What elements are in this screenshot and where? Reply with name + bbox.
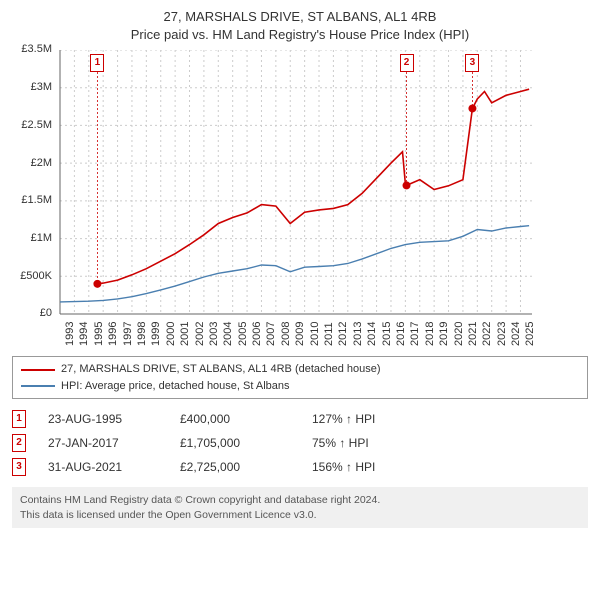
x-tick-label: 1994 [78,322,90,346]
x-tick-label: 2016 [395,322,407,346]
x-tick-label: 2017 [409,322,421,346]
x-tick-label: 2007 [265,322,277,346]
x-tick-label: 1993 [64,322,76,346]
legend-row: 27, MARSHALS DRIVE, ST ALBANS, AL1 4RB (… [21,361,579,378]
y-tick-label: £1.5M [12,194,52,206]
x-tick-label: 1996 [107,322,119,346]
footer-line-1: Contains HM Land Registry data © Crown c… [20,493,580,507]
transaction-price: £1,705,000 [180,436,290,450]
x-tick-label: 2011 [323,323,335,347]
transaction-hpi-delta: 75% ↑ HPI [312,436,369,450]
y-tick-label: £2.5M [12,119,52,131]
x-tick-label: 2018 [424,322,436,346]
legend-row: HPI: Average price, detached house, St A… [21,378,579,395]
transaction-hpi-delta: 156% ↑ HPI [312,460,375,474]
y-tick-label: £1M [12,232,52,244]
x-tick-label: 2015 [381,322,393,346]
x-tick-label: 2020 [453,322,465,346]
x-tick-label: 2012 [337,322,349,346]
y-tick-label: £2M [12,157,52,169]
x-tick-label: 2019 [438,322,450,346]
x-tick-label: 2006 [251,322,263,346]
x-tick-label: 2008 [280,322,292,346]
y-tick-label: £3M [12,81,52,93]
x-tick-label: 1995 [93,322,105,346]
x-tick-label: 2025 [524,322,536,346]
transaction-row-marker: 3 [12,458,26,476]
x-tick-label: 2013 [352,322,364,346]
transaction-date: 31-AUG-2021 [48,460,158,474]
footer-attribution: Contains HM Land Registry data © Crown c… [12,487,588,527]
transaction-date: 23-AUG-1995 [48,412,158,426]
y-tick-label: £3.5M [12,43,52,55]
chart-area: £0£500K£1M£1.5M£2M£2.5M£3M£3.5M 19931994… [12,50,588,350]
transaction-marker: 3 [465,54,479,72]
transaction-price: £400,000 [180,412,290,426]
x-tick-label: 2005 [237,322,249,346]
x-tick-label: 2002 [194,322,206,346]
y-tick-label: £500K [12,270,52,282]
transaction-row: 3 31-AUG-2021 £2,725,000 156% ↑ HPI [12,455,588,479]
title-line-1: 27, MARSHALS DRIVE, ST ALBANS, AL1 4RB [12,8,588,26]
x-tick-label: 1999 [150,322,162,346]
transaction-date: 27-JAN-2017 [48,436,158,450]
line-chart-svg [12,50,572,350]
legend: 27, MARSHALS DRIVE, ST ALBANS, AL1 4RB (… [12,356,588,399]
title-line-2: Price paid vs. HM Land Registry's House … [12,26,588,44]
x-tick-label: 2009 [294,322,306,346]
x-tick-label: 2000 [165,322,177,346]
x-tick-label: 2004 [222,322,234,346]
transaction-marker: 2 [400,54,414,72]
transaction-rows: 1 23-AUG-1995 £400,000 127% ↑ HPI 2 27-JAN-20… [12,407,588,479]
x-tick-label: 2021 [467,322,479,346]
transaction-marker: 1 [90,54,104,72]
x-tick-label: 2003 [208,322,220,346]
y-tick-label: £0 [12,307,52,319]
footer-line-2: This data is licensed under the Open Gov… [20,508,580,522]
legend-label: HPI: Average price, detached house, St A… [61,378,290,395]
transaction-hpi-delta: 127% ↑ HPI [312,412,375,426]
legend-swatch [21,369,55,371]
x-tick-label: 2022 [481,322,493,346]
transaction-price: £2,725,000 [180,460,290,474]
transaction-row-marker: 1 [12,410,26,428]
legend-swatch [21,385,55,387]
x-tick-label: 1998 [136,322,148,346]
transaction-row: 2 27-JAN-2017 £1,705,000 75% ↑ HPI [12,431,588,455]
transaction-row: 1 23-AUG-1995 £400,000 127% ↑ HPI [12,407,588,431]
chart-container: 27, MARSHALS DRIVE, ST ALBANS, AL1 4RB P… [0,0,600,536]
x-tick-label: 2014 [366,322,378,346]
x-tick-label: 1997 [122,322,134,346]
transaction-row-marker: 2 [12,434,26,452]
x-tick-label: 2010 [309,322,321,346]
x-tick-label: 2023 [496,322,508,346]
x-tick-label: 2001 [179,322,191,346]
x-tick-label: 2024 [510,322,522,346]
legend-label: 27, MARSHALS DRIVE, ST ALBANS, AL1 4RB (… [61,361,381,378]
